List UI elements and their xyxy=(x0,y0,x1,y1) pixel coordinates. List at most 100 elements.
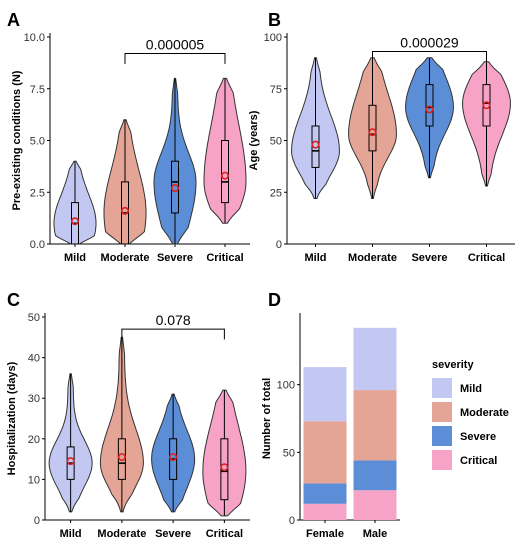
x-tick-label: Severe xyxy=(157,252,193,264)
box xyxy=(425,84,434,127)
y-axis-label: Pre-existing conditions (N) xyxy=(11,70,23,210)
violin-shape xyxy=(151,393,196,513)
p-value-label: 0.000029 xyxy=(400,34,459,50)
bar-segment-mild xyxy=(353,327,397,391)
violin-moderate xyxy=(99,336,144,513)
y-tick-label: 75 xyxy=(270,84,282,96)
y-axis-label: Age (years) xyxy=(248,110,260,170)
mean-marker xyxy=(71,217,80,226)
mean-marker xyxy=(425,105,434,114)
panel-label: D xyxy=(268,290,281,310)
panel-label: B xyxy=(268,10,281,30)
bar-segment-critical xyxy=(303,503,347,520)
x-tick-label: Critical xyxy=(206,252,243,264)
y-tick-label: 50 xyxy=(283,447,295,459)
y-tick-label: 0.0 xyxy=(30,239,45,251)
x-tick-label: Critical xyxy=(468,252,505,264)
y-tick-label: 0 xyxy=(276,239,282,251)
y-tick-label: 10.0 xyxy=(24,32,45,44)
violin-shape xyxy=(462,61,511,187)
mean-marker xyxy=(482,101,491,110)
box xyxy=(311,125,320,168)
significance-bracket: 0.000029 xyxy=(372,34,487,62)
mean-marker xyxy=(220,463,229,472)
legend-label-severe: Severe xyxy=(460,431,496,443)
violin-severe xyxy=(405,57,454,179)
bar-segment-mild xyxy=(303,367,347,422)
y-tick-label: 100 xyxy=(277,380,295,392)
y-tick-label: 0 xyxy=(289,515,295,527)
violin-mild xyxy=(53,160,97,245)
mean-marker xyxy=(169,453,178,462)
x-tick-label: Mild xyxy=(305,252,327,264)
violin-critical xyxy=(462,61,511,187)
violin-critical xyxy=(203,77,247,224)
y-tick-label: 100 xyxy=(264,32,282,44)
bar-segment-severe xyxy=(303,483,347,504)
significance-bracket: 0.000005 xyxy=(124,37,226,64)
legend: severity Mild Moderate Severe Critical xyxy=(432,359,509,470)
box xyxy=(221,140,229,204)
mean-marker xyxy=(221,171,230,180)
violin-shape xyxy=(203,77,247,224)
y-tick-label: 7.5 xyxy=(30,84,45,96)
y-tick-label: 5.0 xyxy=(30,136,45,148)
legend-swatch-mild xyxy=(432,378,452,398)
bracket-line xyxy=(121,328,225,340)
significance-bracket: 0.078 xyxy=(121,312,225,340)
violin-shape xyxy=(202,389,247,517)
legend-label-critical: Critical xyxy=(460,455,497,467)
violin-severe xyxy=(151,393,196,513)
mean-marker xyxy=(311,140,320,149)
x-tick-label: Severe xyxy=(411,252,447,264)
bracket-line xyxy=(124,53,226,64)
mean-marker xyxy=(66,457,75,466)
y-tick-label: 50 xyxy=(270,136,282,148)
x-tick-label: Moderate xyxy=(348,252,397,264)
x-tick-label: Male xyxy=(363,528,387,540)
violin-mild xyxy=(291,57,340,199)
x-tick-label: Mild xyxy=(60,528,82,540)
mean-marker xyxy=(117,453,126,462)
violin-shape xyxy=(348,57,397,199)
panel-label: A xyxy=(7,10,20,30)
y-tick-label: 2.5 xyxy=(30,187,45,199)
y-tick-label: 0 xyxy=(34,515,40,527)
bar-segment-severe xyxy=(353,460,397,491)
axes-b: 0 25 50 75 100 Age (years) Mild Moderate Severe C… xyxy=(248,10,515,264)
x-tick-label: Mild xyxy=(64,252,86,264)
legend-swatch-severe xyxy=(432,426,452,446)
x-tick-label: Moderate xyxy=(97,528,146,540)
violin-severe xyxy=(153,77,197,245)
legend-label-mild: Mild xyxy=(460,383,482,395)
axes-c: 0 10 20 30 40 50 Hospitalization (days) Mild Mod… xyxy=(6,290,250,540)
bar-segment-moderate xyxy=(353,390,397,461)
violin-moderate xyxy=(103,119,147,245)
legend-swatch-moderate xyxy=(432,402,452,422)
axes-d: 0 50 100 Number of total Female Male severity M… xyxy=(261,290,509,540)
y-tick-label: 25 xyxy=(270,187,282,199)
legend-label-moderate: Moderate xyxy=(460,407,509,419)
mean-marker xyxy=(171,184,180,193)
violin-shape xyxy=(291,57,340,199)
x-tick-label: Critical xyxy=(206,528,243,540)
legend-swatch-critical xyxy=(432,450,452,470)
p-value-label: 0.078 xyxy=(156,312,191,328)
y-tick-label: 40 xyxy=(28,353,40,365)
y-tick-label: 50 xyxy=(28,312,40,324)
y-tick-label: 20 xyxy=(28,434,40,446)
p-value-label: 0.000005 xyxy=(146,37,205,53)
y-tick-label: 10 xyxy=(28,474,40,486)
x-tick-label: Female xyxy=(306,528,344,540)
mean-marker xyxy=(368,128,377,137)
x-tick-label: Severe xyxy=(155,528,191,540)
violin-shape xyxy=(405,57,454,179)
bar-segment-critical xyxy=(353,490,397,520)
axes-a: 0.0 2.5 5.0 7.5 10.0 Pre-existing conditions … xyxy=(7,10,250,264)
violin-mild xyxy=(48,373,93,513)
y-axis-label: Number of total xyxy=(261,378,273,459)
panel-label: C xyxy=(7,290,20,310)
x-tick-label: Moderate xyxy=(101,252,150,264)
legend-title: severity xyxy=(432,359,474,371)
